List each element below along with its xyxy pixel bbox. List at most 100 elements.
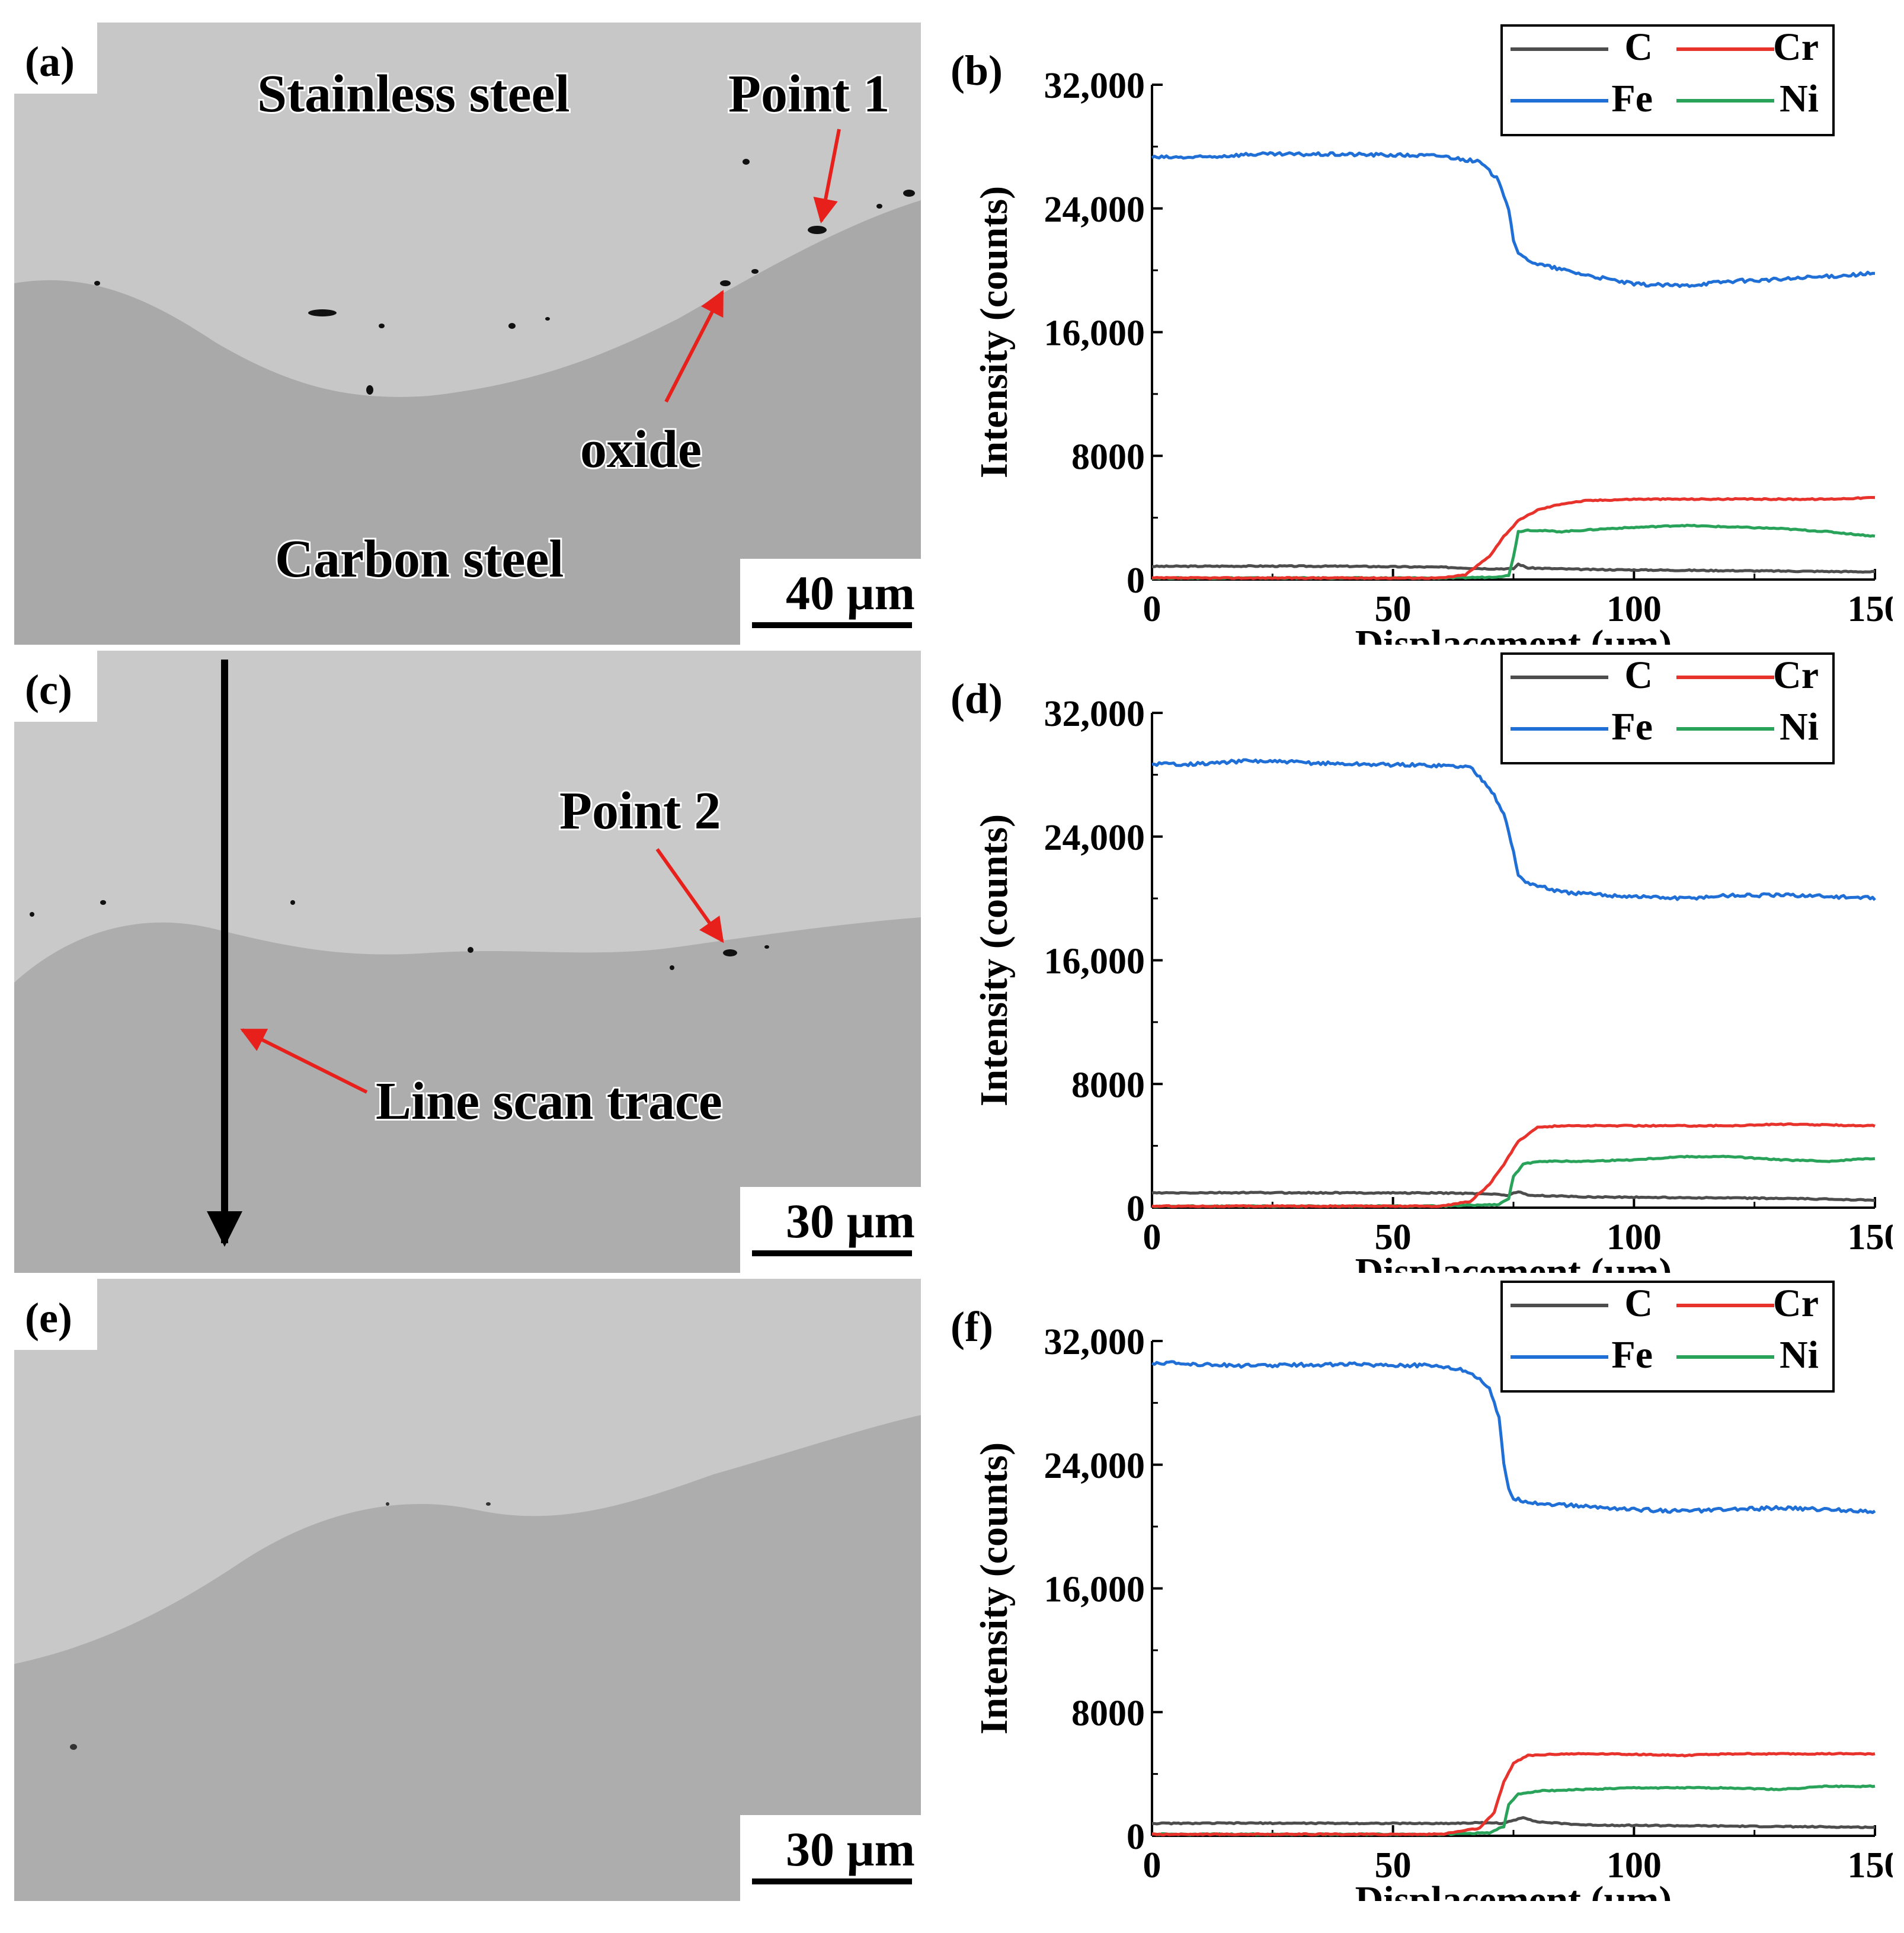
y-axis-label: Intensity (counts) [972, 186, 1016, 478]
x-tick-label: 150 [1848, 1845, 1893, 1886]
panel-label-box-e [14, 1279, 97, 1350]
x-tick-label: 50 [1375, 1217, 1412, 1257]
panel-label: (f) [951, 1303, 993, 1350]
arrow-point-1 [813, 129, 841, 224]
scale-bar-box-c [740, 1187, 921, 1273]
scale-bar-label-c: 30 µm [786, 1194, 915, 1248]
x-tick-label: 50 [1375, 589, 1412, 629]
legend-entry-c: C [1624, 25, 1653, 69]
y-tick-label: 32,000 [1044, 66, 1145, 106]
series-line-cr [1151, 1122, 1876, 1208]
x-axis-label: Displacement (µm) [1355, 1250, 1672, 1273]
y-tick-label: 32,000 [1044, 1322, 1145, 1362]
label-stainless-steel: Stainless steel [257, 65, 569, 123]
legend-entry-ni: Ni [1780, 1333, 1819, 1377]
legend-box [1500, 1281, 1835, 1393]
y-tick-label: 24,000 [1044, 1446, 1145, 1486]
scale-bar-label-a: 40 µm [786, 566, 915, 620]
legend-box [1500, 24, 1835, 136]
label-point-2: Point 2 [559, 782, 721, 840]
x-tick-label: 50 [1375, 1845, 1412, 1886]
label-point-1: Point 1 [728, 65, 890, 123]
y-tick-label: 32,000 [1044, 694, 1145, 734]
x-tick-label: 100 [1607, 1217, 1662, 1257]
label-carbon-steel: Carbon steel [275, 530, 564, 588]
panel-label: (d) [951, 675, 1003, 722]
x-tick-label: 150 [1848, 1217, 1893, 1257]
arrow-oxide [664, 290, 724, 403]
scale-bar-a [752, 622, 912, 628]
panel-label-a: (a) [25, 38, 75, 85]
x-tick-label: 0 [1143, 1217, 1161, 1257]
legend-entry-cr: Cr [1773, 1282, 1819, 1325]
y-axis-label: Intensity (counts) [972, 1442, 1016, 1734]
chart-d-svg: (d) 0 8000 16,000 24,000 32,000 0 50 100 150 Displ… [951, 652, 1893, 1273]
carbon-steel-region [14, 917, 921, 1273]
chart-f: (f) 0 8000 16,000 24,000 32,000 0 50 100 150 Displ… [951, 1279, 1893, 1901]
series-line-c [1151, 1816, 1876, 1829]
oxide-particles [30, 900, 769, 970]
chart-b: (b) 0 8000 16,000 24,000 32,000 0 50 100 150 Displ… [951, 23, 1893, 645]
scale-bar-c [752, 1250, 912, 1256]
scale-bar-box-e [740, 1815, 921, 1901]
scale-bar-box-a [740, 559, 921, 645]
y-tick-label: 16,000 [1044, 942, 1145, 982]
arrow-line-scan-trace [240, 1028, 368, 1094]
label-oxide: oxide [580, 420, 702, 479]
panel-label-box-c [14, 651, 97, 722]
legend-entry-ni: Ni [1780, 705, 1819, 748]
carbon-steel-region [14, 1415, 921, 1901]
sem-image-c-canvas: (c) Point 2 Line scan trace 30 µm [14, 651, 921, 1273]
legend-entry-fe: Fe [1611, 1333, 1653, 1377]
series-line-c [1151, 562, 1876, 574]
chart-f-svg: (f) 0 8000 16,000 24,000 32,000 0 50 100 150 Displ… [951, 1281, 1893, 1901]
legend: C Cr Fe Ni [1500, 1281, 1835, 1393]
legend-entry-cr: Cr [1773, 654, 1819, 697]
oxide-particles [94, 159, 915, 395]
x-axis-label: Displacement (µm) [1355, 1878, 1672, 1901]
series-line-cr [1151, 1752, 1876, 1836]
panel-label-box-a [14, 23, 97, 94]
scale-bar-label-e: 30 µm [786, 1822, 915, 1876]
x-tick-label: 100 [1607, 589, 1662, 629]
scale-bar-e [752, 1878, 912, 1884]
legend-entry-ni: Ni [1780, 77, 1819, 120]
y-tick-label: 0 [1127, 1817, 1145, 1857]
y-tick-label: 16,000 [1044, 313, 1145, 354]
sem-image-a-canvas: (a) Stainless steel Point 1 oxide Carbon… [14, 23, 921, 645]
legend-entry-fe: Fe [1611, 77, 1653, 120]
series-line-cr [1151, 496, 1876, 580]
legend: C Cr Fe Ni [1500, 652, 1835, 764]
y-tick-label: 24,000 [1044, 190, 1145, 230]
sem-image-a: (a) Stainless steel Point 1 oxide Carbon… [14, 23, 921, 645]
chart-d: (d) 0 8000 16,000 24,000 32,000 0 50 100 150 Displ… [951, 651, 1893, 1273]
series-line-fe [1151, 758, 1876, 901]
x-tick-label: 0 [1143, 589, 1161, 629]
panel-label-e: (e) [25, 1294, 72, 1342]
carbon-steel-region [14, 200, 921, 645]
legend-entry-cr: Cr [1773, 25, 1819, 69]
series-line-fe [1151, 151, 1876, 288]
sem-image-c: (c) Point 2 Line scan trace 30 µm [14, 651, 921, 1273]
y-axis-label: Intensity (counts) [972, 814, 1016, 1106]
chart-b-svg: (b) 0 8000 16,000 24,000 32,000 0 50 100 150 Displ… [951, 24, 1893, 645]
label-line-scan-trace: Line scan trace [376, 1072, 722, 1131]
legend-box [1500, 652, 1835, 764]
oxide-particles [70, 1502, 491, 1750]
legend-entry-c: C [1624, 654, 1653, 697]
y-tick-label: 8000 [1071, 1693, 1145, 1733]
series-line-c [1151, 1190, 1876, 1202]
legend-entry-fe: Fe [1611, 705, 1653, 748]
y-tick-label: 0 [1127, 1189, 1145, 1229]
sem-image-e-canvas: (e) 30 µm [14, 1279, 921, 1901]
x-axis-label: Displacement (µm) [1355, 622, 1672, 645]
legend: C Cr Fe Ni [1500, 24, 1835, 136]
series-line-fe [1151, 1360, 1876, 1514]
y-tick-label: 8000 [1071, 437, 1145, 477]
y-tick-label: 0 [1127, 561, 1145, 601]
panel-label: (b) [951, 47, 1003, 94]
x-tick-label: 100 [1607, 1845, 1662, 1886]
y-tick-label: 16,000 [1044, 1570, 1145, 1610]
legend-entry-c: C [1624, 1282, 1653, 1325]
sem-image-e: (e) 30 µm [14, 1279, 921, 1901]
